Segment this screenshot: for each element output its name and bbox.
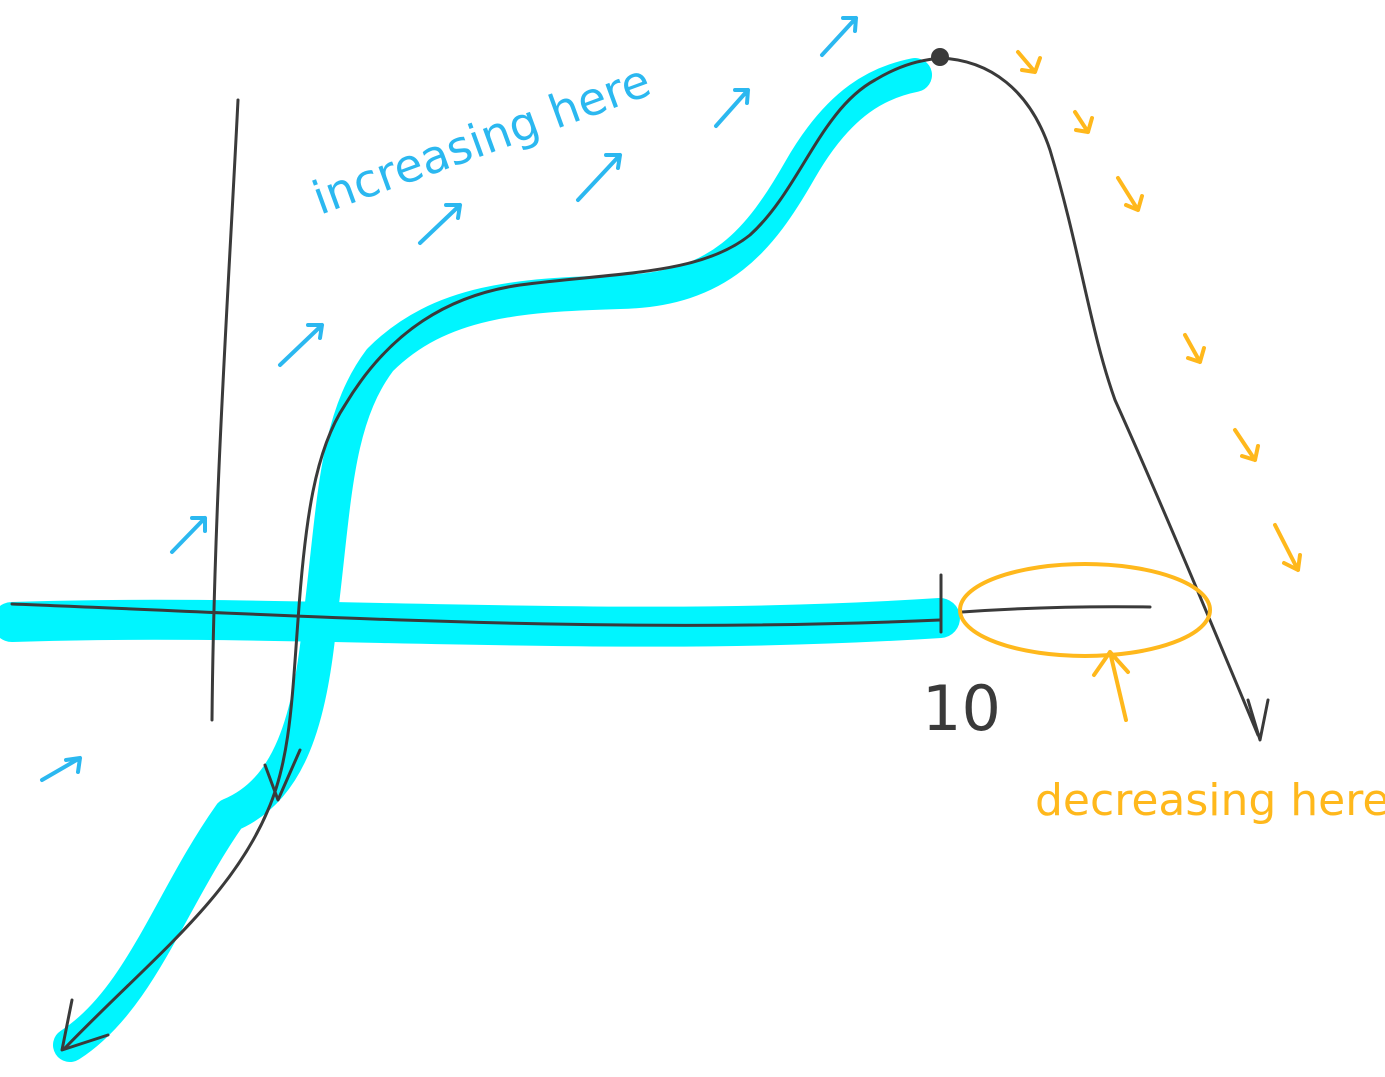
increase-arrows xyxy=(40,16,858,782)
y-axis xyxy=(210,98,240,722)
x-axis xyxy=(10,602,942,627)
tick-label: 10 xyxy=(922,672,1001,745)
x-axis-extension xyxy=(960,605,1152,614)
increasing-label: increasing here xyxy=(305,53,657,225)
function-curve xyxy=(63,56,1260,1050)
arrowhead xyxy=(263,748,302,802)
highlight-ellipse xyxy=(958,562,1212,658)
arrowhead xyxy=(1246,698,1270,742)
curve-highlight xyxy=(53,58,932,1062)
arrowhead xyxy=(60,998,110,1052)
decrease-arrows xyxy=(1016,50,1302,572)
pointer-arrow xyxy=(1092,650,1130,722)
decreasing-label: decreasing here xyxy=(1035,775,1385,826)
peak-point xyxy=(931,48,949,66)
